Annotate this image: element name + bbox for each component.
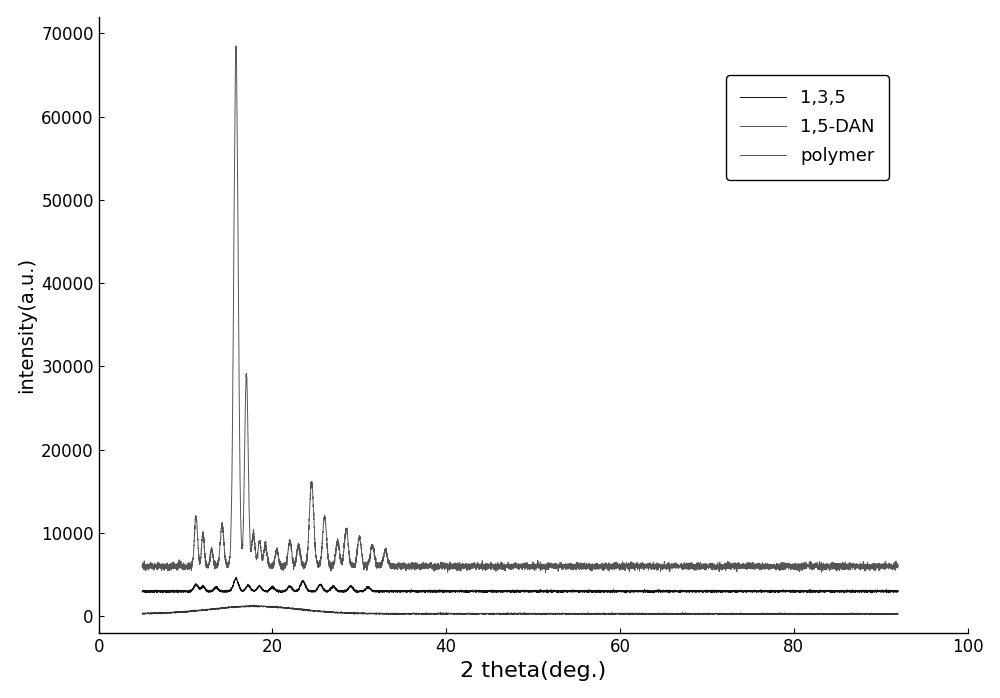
1,5-DAN: [540, 568, 552, 577]
1,5-DAN: [174, 561, 186, 570]
1,3,5: [136, 588, 148, 596]
polymer: [892, 610, 904, 618]
1,3,5: [892, 588, 904, 596]
Line: 1,5-DAN: 1,5-DAN: [142, 46, 898, 572]
1,5-DAN: [136, 563, 148, 571]
1,5-DAN: [697, 563, 709, 571]
1,3,5: [866, 589, 878, 597]
Legend: 1,3,5, 1,5-DAN, polymer: 1,3,5, 1,5-DAN, polymer: [726, 75, 889, 179]
1,3,5: [583, 587, 595, 595]
1,5-DAN: [737, 560, 749, 569]
X-axis label: 2 theta(deg.): 2 theta(deg.): [460, 661, 606, 681]
1,3,5: [230, 573, 242, 581]
polymer: [249, 601, 261, 609]
1,5-DAN: [410, 561, 422, 570]
polymer: [410, 610, 422, 618]
polymer: [174, 608, 186, 616]
polymer: [136, 609, 148, 618]
polymer: [697, 610, 709, 618]
polymer: [792, 611, 804, 619]
1,3,5: [697, 588, 709, 596]
1,3,5: [174, 588, 186, 596]
polymer: [616, 609, 628, 618]
Line: 1,3,5: 1,3,5: [142, 577, 898, 593]
1,5-DAN: [892, 561, 904, 570]
1,3,5: [410, 587, 422, 595]
1,5-DAN: [617, 558, 629, 566]
1,5-DAN: [230, 42, 242, 50]
1,3,5: [616, 587, 628, 595]
1,5-DAN: [584, 562, 596, 570]
Line: polymer: polymer: [142, 605, 898, 615]
Y-axis label: intensity(a.u.): intensity(a.u.): [17, 257, 36, 393]
polymer: [583, 609, 595, 618]
1,3,5: [737, 587, 749, 595]
polymer: [737, 610, 749, 618]
